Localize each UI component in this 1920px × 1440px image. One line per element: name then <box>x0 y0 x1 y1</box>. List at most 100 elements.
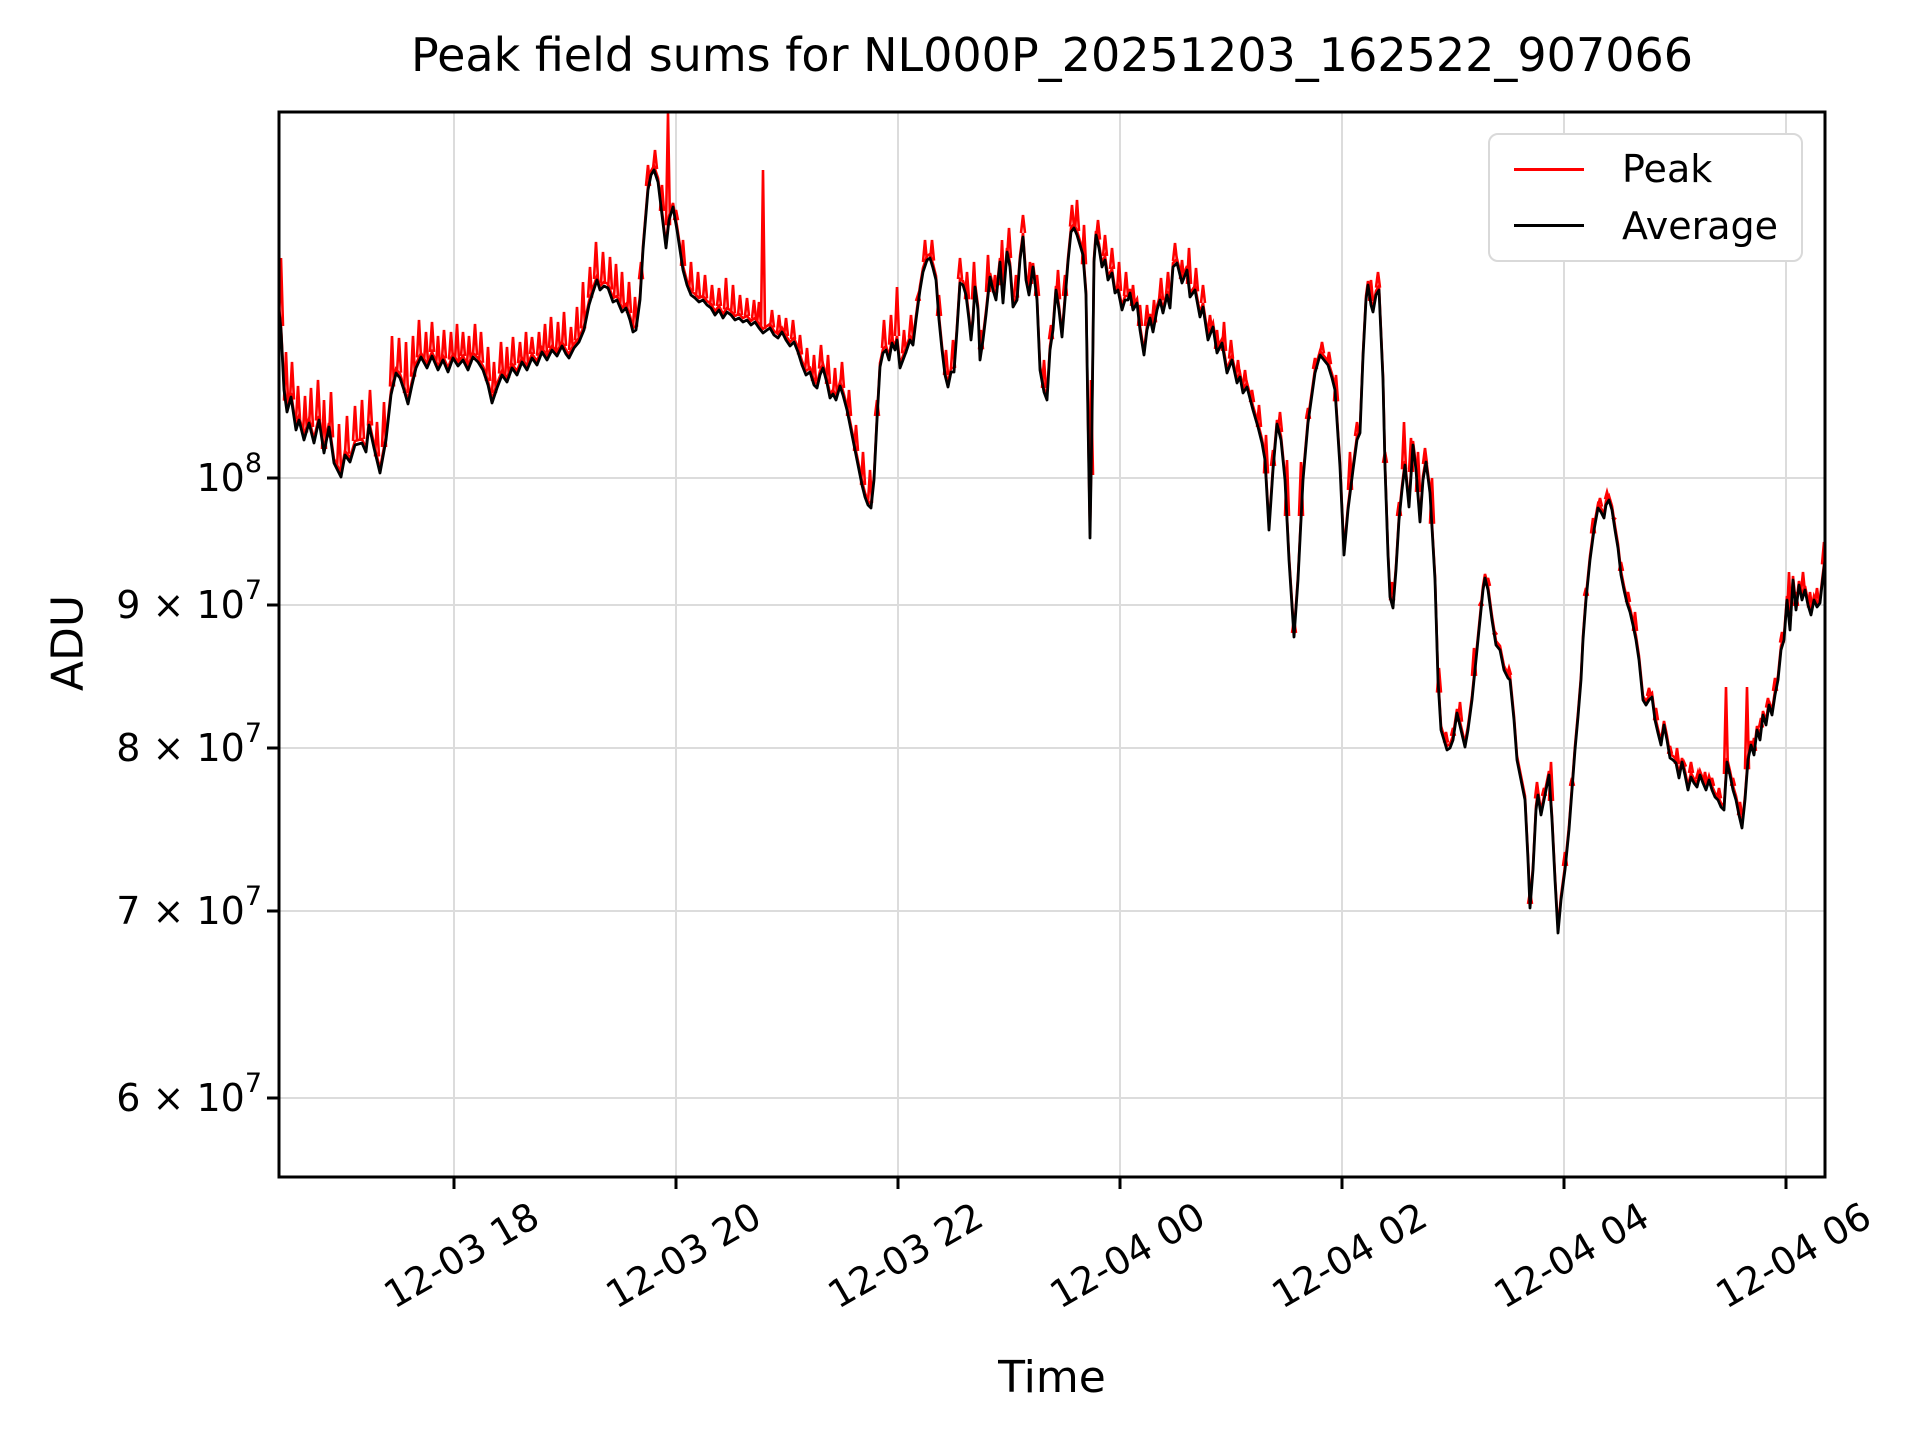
peak-spike <box>395 337 403 373</box>
peak-spike <box>1073 199 1081 232</box>
peak-spike <box>1241 369 1249 387</box>
peak-spike <box>859 451 867 486</box>
peak-spike <box>612 263 620 297</box>
peak-spike <box>1101 234 1109 257</box>
y-tick-label: 9 × 107 <box>116 575 262 627</box>
peak-spike <box>343 415 351 454</box>
peak-spike <box>294 385 302 420</box>
peak-spike <box>708 284 716 306</box>
peak-spike <box>1813 587 1821 604</box>
peak-spike <box>803 347 811 371</box>
peak-spike <box>1164 271 1172 296</box>
peak-spike <box>1068 204 1076 227</box>
peak-spike <box>1722 686 1730 775</box>
peak-spike <box>373 421 381 457</box>
peak-spike <box>440 329 448 359</box>
peak-spike <box>335 423 343 470</box>
peak-spike <box>1353 421 1361 437</box>
peak-spike <box>900 329 908 354</box>
peak-spike <box>358 399 366 440</box>
peak-spike <box>1799 571 1807 593</box>
peak-spike <box>1005 227 1013 259</box>
peak-spike <box>796 334 804 355</box>
peak-spike <box>1206 314 1214 331</box>
peak-spike <box>560 311 568 347</box>
peak-spike <box>618 271 626 309</box>
peak-spike <box>592 241 600 280</box>
x-tick-label: 12-04 06 <box>1709 1194 1879 1318</box>
peak-spike <box>366 389 374 426</box>
peak-spike <box>1505 663 1513 676</box>
peak-spike <box>409 335 417 377</box>
peak-spike <box>567 326 575 351</box>
peak-spike <box>817 344 825 369</box>
peak-spike <box>928 239 936 261</box>
peak-spike <box>743 297 751 317</box>
peak-spike <box>956 257 964 280</box>
peak-spike <box>775 314 783 333</box>
peak-spike <box>687 261 695 292</box>
peak-spike <box>750 299 758 319</box>
y-tick-label: 8 × 107 <box>116 718 262 770</box>
peak-spike <box>1019 214 1027 234</box>
peak-spike <box>1421 447 1429 465</box>
peak-spike <box>459 331 467 357</box>
peak-spike <box>599 251 607 284</box>
data-series <box>279 112 1825 935</box>
peak-spike <box>402 341 410 394</box>
peak-spike <box>1533 781 1541 799</box>
peak-spike <box>301 395 309 433</box>
peak-spike <box>1687 761 1695 774</box>
peak-spike <box>453 323 461 361</box>
peak-spike <box>471 323 479 356</box>
y-tick-label: 7 × 107 <box>116 881 262 933</box>
peak-spike <box>351 405 359 442</box>
peak-spike <box>1227 339 1235 359</box>
peak-spike <box>831 367 839 395</box>
peak-spike <box>380 401 388 448</box>
peak-spike <box>1157 277 1165 301</box>
peak-spike <box>1325 351 1333 365</box>
peak-spike <box>1192 267 1200 292</box>
peak-series-line <box>279 162 1825 930</box>
peak-spike <box>810 354 818 382</box>
peak-spike <box>586 266 594 298</box>
peak-spike <box>1108 247 1116 270</box>
peak-spike <box>1645 687 1653 697</box>
peak-spike <box>1596 497 1604 507</box>
x-tick-label: 12-04 02 <box>1265 1194 1435 1318</box>
peak-spike <box>477 331 485 363</box>
peak-spike <box>893 286 901 337</box>
peak-spike <box>887 314 895 345</box>
peak-spike <box>782 317 790 337</box>
legend-label-average: Average <box>1622 203 1779 248</box>
peak-spike <box>715 287 723 307</box>
peak-spike <box>535 331 543 356</box>
peak-spike <box>528 336 536 355</box>
peak-spike <box>880 319 888 349</box>
peak-spike <box>422 331 430 363</box>
peak-spike <box>388 335 396 387</box>
peak-spike <box>434 335 442 367</box>
peak-spike <box>497 341 505 374</box>
peak-spike <box>554 321 562 351</box>
peak-spike <box>484 346 492 382</box>
peak-spike <box>465 335 473 364</box>
peak-spike <box>447 331 455 360</box>
axes-frame <box>277 110 1827 1179</box>
peak-spike <box>824 354 832 385</box>
gridlines <box>279 112 1825 1177</box>
peak-spike <box>921 239 929 263</box>
peak-spike <box>1094 219 1102 240</box>
peak-spike <box>1234 359 1242 378</box>
peak-spike <box>1115 261 1123 292</box>
peak-spike <box>490 361 498 394</box>
peak-spike <box>768 309 776 328</box>
peak-spike <box>838 361 846 389</box>
peak-spike <box>694 271 702 298</box>
tick-marks <box>267 476 1788 1189</box>
x-tick-label: 12-04 04 <box>1487 1194 1657 1318</box>
peak-spike <box>547 316 555 349</box>
